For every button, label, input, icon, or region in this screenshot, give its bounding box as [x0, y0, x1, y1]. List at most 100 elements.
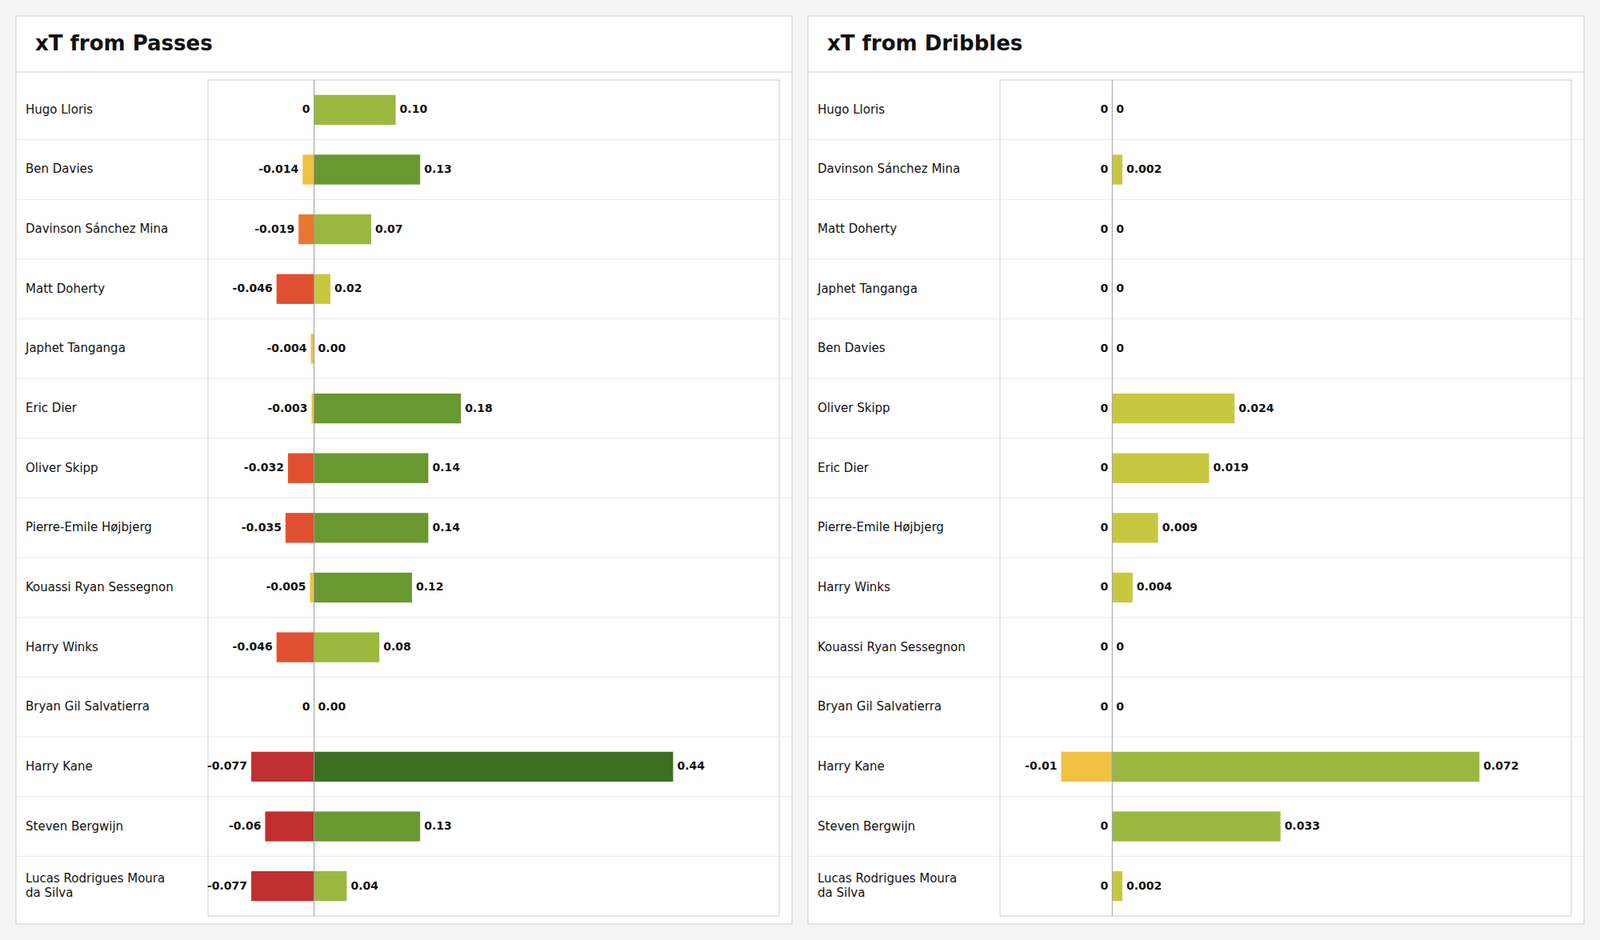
data-label: -0.019 [254, 222, 295, 236]
bar [285, 512, 315, 543]
category-label-line: da Silva [25, 885, 73, 900]
row-separator [16, 557, 792, 559]
category-label-line: Hugo Lloris [25, 102, 93, 117]
row-separator [16, 796, 792, 797]
data-label: 0.10 [400, 102, 428, 116]
row-separator [808, 616, 1584, 618]
data-label: 0.12 [416, 580, 444, 593]
data-label: 0 [1100, 700, 1109, 713]
category-label-line: Matt Doherty [817, 221, 897, 236]
title-separator [16, 72, 792, 73]
row-separator [808, 676, 1584, 678]
title: xT from Dribbles [827, 31, 1023, 56]
data-label: 0.019 [1212, 460, 1248, 474]
panel-background [16, 16, 792, 924]
data-label: 0.02 [334, 281, 363, 295]
data-label: 0 [1100, 341, 1109, 355]
data-label: 0 [1100, 879, 1109, 892]
category-label: Eric Dier [25, 400, 78, 416]
bar [1112, 572, 1133, 603]
row-separator [808, 497, 1584, 499]
category-label: Japhet Tanganga [816, 281, 918, 296]
data-label: 0 [1100, 281, 1109, 295]
bar [1112, 393, 1235, 424]
bar [1112, 512, 1158, 543]
bar [314, 214, 372, 244]
data-label: -0.003 [267, 401, 308, 415]
category-label-line: Steven Bergwijn [25, 819, 124, 834]
bar [314, 572, 412, 603]
data-label: -0.005 [265, 580, 306, 593]
row-separator [808, 258, 1584, 260]
data-label: -0.004 [266, 341, 307, 355]
data-label: 0 [1116, 281, 1124, 295]
row-separator [16, 139, 792, 140]
category-label: Eric Dier [817, 460, 870, 476]
category-label: Harry Winks [817, 580, 891, 595]
row-separator [808, 139, 1584, 140]
row-separator [16, 616, 792, 618]
data-label: 0 [1100, 222, 1109, 236]
data-label: 0 [1116, 640, 1124, 653]
category-label-line: Ben Davies [817, 340, 886, 356]
category-label-line: Harry Kane [817, 759, 885, 774]
data-label: 0.004 [1136, 580, 1173, 593]
category-label-line: Matt Doherty [25, 281, 105, 296]
category-label: Harry Kane [817, 759, 885, 774]
row-separator [16, 856, 792, 857]
category-label-line: Japhet Tanganga [24, 340, 126, 356]
bar [251, 871, 315, 901]
title: xT from Passes [35, 31, 213, 56]
row-separator [16, 258, 792, 260]
bar [314, 632, 380, 662]
bar [310, 572, 315, 603]
category-label-line: da Silva [817, 885, 865, 900]
bar [314, 871, 348, 901]
category-label-line: Pierre-Emile Højbjerg [25, 520, 152, 535]
bar [264, 811, 314, 841]
labels: 00000000000-0.010000.0020000.0240.0190.0… [1024, 102, 1519, 892]
category-label-line: Oliver Skipp [25, 460, 99, 476]
category-label: Hugo Lloris [817, 102, 885, 117]
category-label: Ben Davies [25, 161, 94, 176]
category-label-line: Oliver Skipp [817, 400, 891, 416]
data-label: 0 [302, 700, 311, 713]
category-label: Hugo Lloris [25, 102, 93, 117]
data-label: 0.033 [1284, 819, 1320, 832]
data-label: -0.046 [232, 281, 273, 295]
category-label-line: Kouassi Ryan Sessegnon [817, 640, 966, 655]
labels: 0-0.014-0.019-0.046-0.004-0.003-0.032-0.… [207, 102, 705, 892]
category-label-line: Eric Dier [25, 400, 78, 416]
category-label: Pierre-Emile Højbjerg [817, 520, 944, 535]
row-separator [16, 736, 792, 738]
data-label: -0.014 [258, 162, 299, 176]
category-label-line: Kouassi Ryan Sessegnon [25, 580, 174, 595]
category-label: Oliver Skipp [25, 460, 99, 476]
row-separator [16, 497, 792, 499]
bar [276, 274, 315, 304]
category-label: Ben Davies [817, 340, 886, 356]
data-label: 0.14 [432, 520, 460, 534]
data-label: 0 [1100, 401, 1109, 415]
data-label: -0.01 [1024, 759, 1057, 772]
panel: xT from Passes 0 -0.014 -0.019 -0.046 -0.004 -… [16, 16, 792, 924]
category-label: Harry Kane [25, 759, 93, 774]
row-separator [808, 856, 1584, 857]
bar [288, 453, 315, 484]
data-label: 0.04 [350, 879, 379, 892]
data-label: -0.06 [228, 819, 261, 832]
row-separator [808, 199, 1584, 200]
category-label-line: Davinson Sánchez Mina [25, 221, 168, 236]
category-label-line: Steven Bergwijn [817, 819, 916, 834]
category-label: Steven Bergwijn [25, 819, 124, 834]
data-label: -0.077 [207, 759, 248, 772]
bar [276, 632, 315, 662]
bars [1061, 154, 1480, 901]
data-label: 0.00 [318, 700, 347, 713]
category-label: Kouassi Ryan Sessegnon [25, 580, 174, 595]
category-label-line: Eric Dier [817, 460, 870, 476]
data-label: -0.077 [207, 879, 248, 892]
category-label-line: Lucas Rodrigues Moura [817, 871, 957, 886]
data-label: 0.14 [432, 460, 460, 474]
bar [314, 811, 421, 841]
